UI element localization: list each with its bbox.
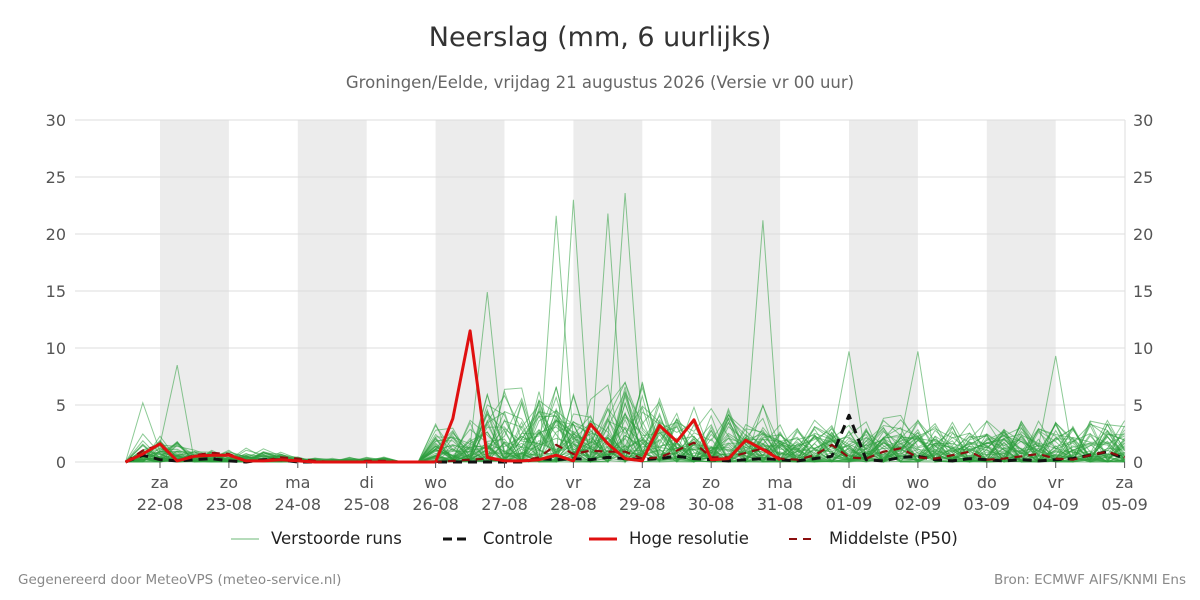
x-tick-day: di [359,473,374,492]
x-tick-day: zo [702,473,720,492]
legend-label-control: Controle [483,529,553,548]
y-tick-label-right: 0 [1133,453,1143,472]
x-tick-date: 04-09 [1032,495,1079,514]
x-tick-day: vr [1048,473,1064,492]
perturbed-run-line [125,403,1125,463]
x-tick-date: 27-08 [481,495,528,514]
x-tick-day: zo [220,473,238,492]
x-tick-date: 29-08 [619,495,666,514]
y-tick-label-left: 5 [56,396,66,415]
x-tick-date: 25-08 [343,495,390,514]
x-tick-date: 05-09 [1101,495,1148,514]
legend-item-high-res[interactable]: Hoge resolutie [589,529,749,548]
x-tick-day: vr [565,473,581,492]
x-tick-day: ma [767,473,792,492]
x-tick-day: do [495,473,515,492]
legend-label-perturbed: Verstoorde runs [271,529,402,548]
y-tick-label-left: 20 [46,225,66,244]
x-tick-day: za [633,473,651,492]
y-tick-label-right: 30 [1133,111,1153,130]
x-axis: za 22-08 zo 23-08 ma 24-08 di 25-08 wo 26-08 do 27-… [137,462,1148,514]
footer-generated-by: Gegenereerd door MeteoVPS (meteo-service… [18,572,342,588]
legend-item-median[interactable]: Middelste (P50) [789,529,958,548]
y-axis-right: 0 5 10 15 20 25 30 [1133,111,1153,472]
x-tick-day: ma [285,473,310,492]
x-tick-date: 31-08 [757,495,804,514]
y-tick-label-left: 15 [46,282,66,301]
legend-swatch-perturbed [231,538,259,539]
legend-label-high-res: Hoge resolutie [629,529,749,548]
x-tick-date: 22-08 [137,495,184,514]
x-tick-date: 03-09 [964,495,1011,514]
x-tick-date: 02-09 [895,495,942,514]
x-tick-date: 24-08 [275,495,322,514]
x-tick-date: 28-08 [550,495,597,514]
x-tick-date: 26-08 [412,495,459,514]
x-tick-day: za [1115,473,1133,492]
x-tick-date: 30-08 [688,495,735,514]
y-tick-label-right: 10 [1133,339,1153,358]
x-tick-date: 01-09 [826,495,873,514]
y-tick-label-right: 20 [1133,225,1153,244]
footer-source: Bron: ECMWF AIFS/KNMI Ens [993,572,1186,588]
x-tick-day: za [151,473,169,492]
y-tick-label-left: 10 [46,339,66,358]
legend-item-perturbed[interactable]: Verstoorde runs [231,529,402,548]
x-tick-day: wo [424,473,447,492]
x-tick-day: di [842,473,857,492]
x-tick-day: do [977,473,997,492]
legend-swatch-control [443,537,471,540]
series-line-middelste-p50 [124,441,1125,464]
legend-swatch-high-res [589,537,617,540]
y-tick-label-left: 25 [46,168,66,187]
y-tick-label-right: 5 [1133,396,1143,415]
main-series [124,329,1126,464]
legend: Verstoorde runs Controle Hoge resolutie … [0,529,1200,555]
legend-swatch-median [789,537,817,540]
legend-item-control[interactable]: Controle [443,529,553,548]
y-tick-label-right: 25 [1133,168,1153,187]
legend-label-median: Middelste (P50) [829,529,958,548]
y-tick-label-right: 15 [1133,282,1153,301]
y-tick-label-left: 30 [46,111,66,130]
x-tick-date: 23-08 [206,495,253,514]
series-line-hoge-resolutie [124,329,781,464]
y-axis-left: 0 5 10 15 20 25 30 [46,111,66,472]
y-tick-label-left: 0 [56,453,66,472]
chart-title: Neerslag (mm, 6 uurlijks) [428,22,772,53]
chart-subtitle: Groningen/Eelde, vrijdag 21 augustus 202… [345,73,855,92]
x-tick-day: wo [906,473,929,492]
perturbed-run-line [125,402,1125,463]
